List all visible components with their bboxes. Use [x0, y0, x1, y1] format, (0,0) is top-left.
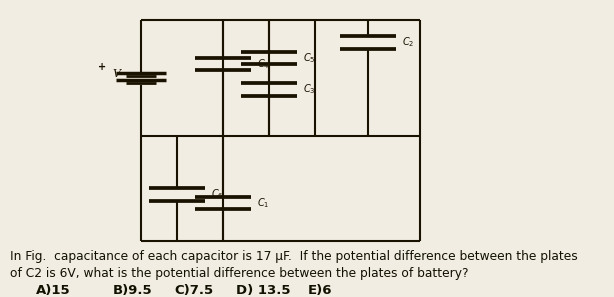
Text: C)7.5: C)7.5 [174, 284, 214, 297]
Text: of C2 is 6V, what is the potential difference between the plates of battery?: of C2 is 6V, what is the potential diffe… [10, 267, 468, 280]
Text: B)9.5: B)9.5 [113, 284, 152, 297]
Text: $C_4$: $C_4$ [257, 57, 270, 71]
Text: In Fig.  capacitance of each capacitor is 17 μF.  If the potential difference be: In Fig. capacitance of each capacitor is… [10, 250, 578, 263]
Text: D) 13.5: D) 13.5 [236, 284, 290, 297]
Text: A)15: A)15 [36, 284, 71, 297]
Text: $C_5$: $C_5$ [303, 51, 316, 65]
Text: E)6: E)6 [308, 284, 332, 297]
Text: $C_3$: $C_3$ [303, 83, 316, 96]
Text: $C_6$: $C_6$ [211, 188, 224, 201]
Text: $C_1$: $C_1$ [257, 196, 270, 210]
Text: $C_2$: $C_2$ [402, 36, 414, 50]
Text: +: + [98, 61, 107, 72]
Text: V: V [113, 69, 121, 79]
